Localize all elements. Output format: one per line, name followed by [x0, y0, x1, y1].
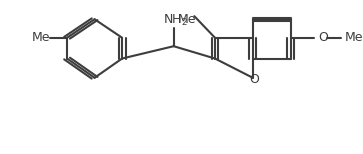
Text: Me: Me [178, 13, 197, 26]
Text: O: O [318, 31, 328, 44]
Text: O: O [250, 73, 260, 86]
Text: NH$_2$: NH$_2$ [163, 12, 188, 28]
Text: Me: Me [344, 31, 363, 44]
Text: Me: Me [32, 31, 50, 44]
